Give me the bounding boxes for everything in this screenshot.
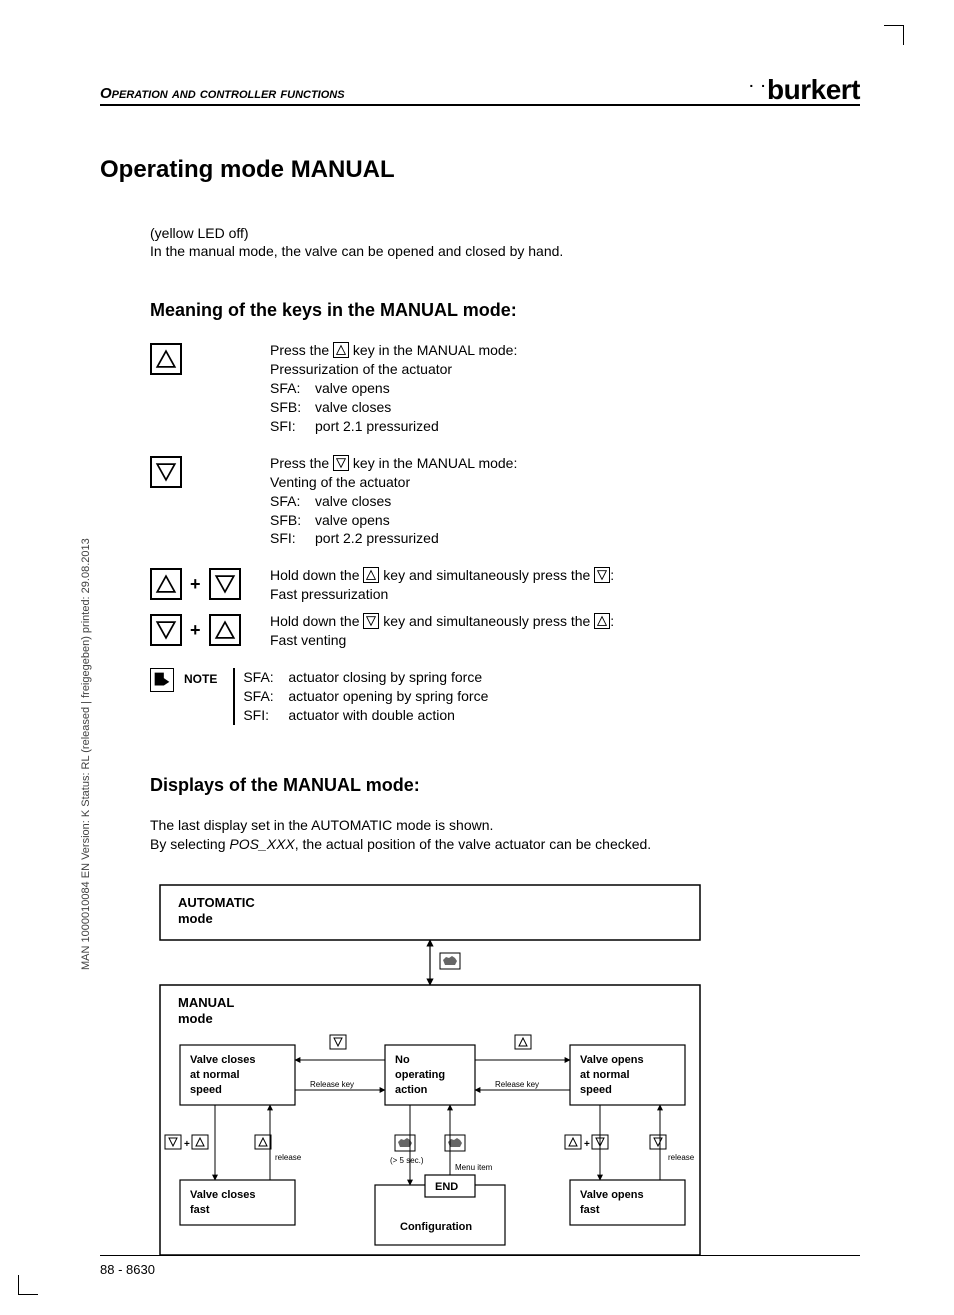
keys-heading: Meaning of the keys in the MANUAL mode:: [150, 300, 860, 321]
plus-icon: +: [186, 620, 205, 641]
side-metadata: MAN 1000010084 EN Version: K Status: RL …: [80, 538, 92, 970]
down-key-icon: [150, 614, 182, 646]
svg-text:at normal: at normal: [190, 1069, 240, 1081]
svg-text:Configuration: Configuration: [400, 1221, 472, 1233]
value: actuator closing by spring force: [288, 668, 482, 687]
plus-icon: +: [186, 574, 205, 595]
svg-text:action: action: [395, 1084, 428, 1096]
down-key-inline-icon: [363, 613, 379, 629]
text: key in the MANUAL mode:: [349, 342, 517, 358]
label: SFA:: [270, 379, 315, 398]
label: SFB:: [270, 511, 315, 530]
svg-text:speed: speed: [190, 1084, 222, 1096]
text: :: [610, 613, 614, 629]
note-hand-icon: [150, 668, 174, 692]
down-key-icon: [150, 456, 182, 488]
label: SFA:: [243, 668, 288, 687]
text: Fast pressurization: [270, 585, 860, 604]
burkert-logo: . .burkert: [749, 74, 860, 106]
svg-text:mode: mode: [178, 1011, 213, 1026]
mode-flowchart: AUTOMATIC mode MANUAL mode Valve closes …: [150, 880, 710, 1260]
svg-text:Valve opens: Valve opens: [580, 1189, 644, 1201]
svg-text:fast: fast: [580, 1204, 600, 1216]
svg-text:release: release: [668, 1153, 695, 1162]
svg-text:Valve closes: Valve closes: [190, 1189, 255, 1201]
svg-text:Menu item: Menu item: [455, 1163, 493, 1172]
value: valve opens: [315, 511, 390, 530]
text-emphasis: POS_XXX: [229, 836, 294, 852]
value: port 2.1 pressurized: [315, 417, 439, 436]
text: The last display set in the AUTOMATIC mo…: [150, 816, 860, 836]
up-key-icon: [150, 343, 182, 375]
label: SFA:: [270, 492, 315, 511]
section-title: Operation and controller functions: [100, 85, 345, 102]
up-key-inline-icon: [333, 342, 349, 358]
up-key-inline-icon: [594, 613, 610, 629]
text: By selecting: [150, 836, 229, 852]
up-key-icon: [209, 614, 241, 646]
value: valve closes: [315, 492, 391, 511]
down-key-inline-icon: [594, 567, 610, 583]
svg-text:speed: speed: [580, 1084, 612, 1096]
page-header: Operation and controller functions . .bu…: [100, 70, 860, 106]
displays-heading: Displays of the MANUAL mode:: [150, 775, 860, 796]
label: SFI:: [270, 417, 315, 436]
value: actuator opening by spring force: [288, 687, 488, 706]
svg-text:mode: mode: [178, 911, 213, 926]
text: , the actual position of the valve actua…: [295, 836, 651, 852]
value: valve closes: [315, 398, 391, 417]
text: key in the MANUAL mode:: [349, 455, 517, 471]
label: SFI:: [243, 706, 288, 725]
svg-text:Release key: Release key: [495, 1080, 539, 1089]
note-label: NOTE: [184, 668, 217, 686]
value: actuator with double action: [288, 706, 455, 725]
text: Fast venting: [270, 631, 860, 650]
text: key and simultaneously press the: [379, 613, 594, 629]
svg-text:at normal: at normal: [580, 1069, 630, 1081]
up-key-icon: [150, 568, 182, 600]
label: SFI:: [270, 529, 315, 548]
svg-text:fast: fast: [190, 1204, 210, 1216]
svg-text:END: END: [435, 1181, 458, 1193]
svg-text:No: No: [395, 1054, 410, 1066]
svg-text:Release key: Release key: [310, 1080, 354, 1089]
text: :: [610, 567, 614, 583]
value: port 2.2 pressurized: [315, 529, 439, 548]
text: Venting of the actuator: [270, 473, 860, 492]
svg-text:Valve closes: Valve closes: [190, 1054, 255, 1066]
text: key and simultaneously press the: [379, 567, 594, 583]
text: Press the: [270, 455, 333, 471]
svg-text:operating: operating: [395, 1069, 445, 1081]
svg-text:+: +: [184, 1139, 190, 1150]
label: SFA:: [243, 687, 288, 706]
svg-text:AUTOMATIC: AUTOMATIC: [178, 895, 255, 910]
down-key-inline-icon: [333, 455, 349, 471]
intro-line1: (yellow LED off): [150, 224, 860, 242]
label: SFB:: [270, 398, 315, 417]
text: Press the: [270, 342, 333, 358]
text: Pressurization of the actuator: [270, 360, 860, 379]
text: Hold down the: [270, 567, 363, 583]
svg-text:(> 5 sec.): (> 5 sec.): [390, 1156, 424, 1165]
page-title: Operating mode MANUAL: [100, 156, 860, 184]
svg-text:MANUAL: MANUAL: [178, 995, 234, 1010]
up-key-inline-icon: [363, 567, 379, 583]
svg-text:release: release: [275, 1153, 302, 1162]
svg-text:Valve opens: Valve opens: [580, 1054, 644, 1066]
value: valve opens: [315, 379, 390, 398]
page-footer: 88 - 8630: [100, 1255, 860, 1277]
intro-line2: In the manual mode, the valve can be ope…: [150, 242, 860, 260]
text: Hold down the: [270, 613, 363, 629]
down-key-icon: [209, 568, 241, 600]
svg-text:+: +: [584, 1139, 590, 1150]
